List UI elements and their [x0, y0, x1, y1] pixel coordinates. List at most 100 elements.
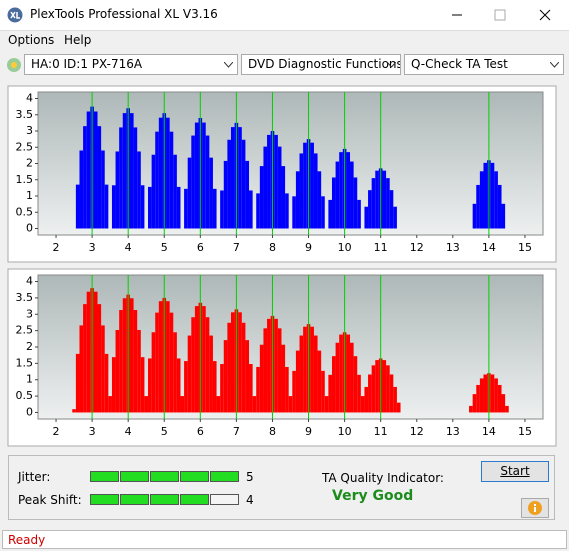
x-tick-label: 2	[53, 241, 60, 254]
info-button[interactable]	[521, 498, 549, 518]
window-title: PlexTools Professional XL V3.16	[30, 7, 218, 21]
window-controls[interactable]	[440, 0, 569, 30]
bar	[86, 291, 91, 413]
bar	[364, 386, 369, 413]
bar	[108, 396, 112, 413]
bar	[184, 361, 188, 413]
level-segment	[210, 494, 239, 505]
bar	[483, 162, 488, 229]
bar	[285, 193, 289, 229]
jitter-label: Jitter:	[18, 470, 51, 484]
bar	[187, 157, 192, 229]
level-segment	[210, 471, 239, 482]
peak-shift-label: Peak Shift:	[18, 493, 82, 507]
x-tick-label: 3	[89, 241, 96, 254]
bar	[317, 350, 322, 413]
x-tick-label: 12	[410, 425, 424, 438]
x-tick-label: 11	[374, 241, 388, 254]
bar	[331, 356, 336, 413]
bar	[324, 396, 329, 413]
y-tick-label: 1	[26, 373, 33, 386]
bar	[274, 134, 278, 229]
bar	[223, 160, 228, 229]
function-select[interactable]: DVD Diagnostic Functions	[241, 54, 401, 75]
bar	[75, 184, 80, 229]
bar	[328, 199, 332, 229]
level-segment	[180, 471, 209, 482]
bar	[169, 312, 174, 413]
bar	[295, 350, 300, 413]
bar	[176, 358, 181, 413]
y-tick-label: 3	[26, 307, 33, 320]
bar	[122, 113, 127, 229]
bar	[140, 357, 145, 413]
bar	[144, 396, 149, 413]
bar	[115, 329, 120, 413]
bar	[292, 196, 296, 229]
status-text: Ready	[8, 533, 46, 547]
bar	[386, 365, 390, 413]
bar	[490, 162, 495, 229]
y-tick-label: 0	[26, 405, 33, 418]
x-tick-label: 13	[446, 425, 460, 438]
bar	[256, 193, 260, 229]
x-tick-label: 5	[161, 241, 168, 254]
bar	[104, 353, 109, 413]
bar	[151, 154, 156, 229]
bar	[83, 126, 87, 229]
menu-item[interactable]: Help	[64, 33, 92, 47]
bar	[353, 177, 358, 229]
bar	[490, 374, 495, 413]
y-tick-label: 2.5	[16, 140, 34, 153]
start-button[interactable]: Start	[481, 461, 549, 482]
bar	[393, 206, 397, 229]
bar	[494, 171, 498, 229]
bar	[133, 127, 138, 229]
bar	[360, 396, 365, 413]
bar	[111, 357, 116, 413]
bar	[371, 365, 376, 413]
bar	[241, 322, 246, 413]
y-tick-label: 3	[26, 124, 33, 137]
bar	[97, 304, 102, 413]
bar	[202, 122, 206, 229]
drive-text: HA:0 ID:1 PX-716A	[31, 57, 143, 71]
ta-value: Very Good	[332, 488, 414, 504]
bar	[259, 344, 264, 413]
peak-shift-value: 4	[246, 493, 254, 507]
bar	[119, 310, 123, 413]
bar	[479, 171, 484, 229]
bar	[184, 188, 188, 229]
bar	[505, 405, 509, 413]
y-tick-label: 1.5	[16, 356, 34, 369]
bar	[303, 142, 307, 229]
bar	[310, 326, 314, 413]
bar	[357, 374, 361, 413]
bar	[277, 146, 282, 229]
level-segment	[120, 471, 149, 482]
drive-select[interactable]: HA:0 ID:1 PX-716A	[24, 54, 238, 75]
bar	[375, 360, 379, 413]
bar	[375, 170, 379, 229]
menu-item[interactable]: Options	[8, 33, 55, 47]
level-segment	[90, 494, 119, 505]
bar	[158, 301, 163, 413]
bar	[205, 317, 210, 413]
test-text: Q-Check TA Test	[411, 57, 508, 71]
bar	[241, 139, 246, 229]
test-select[interactable]: Q-Check TA Test	[404, 54, 564, 75]
level-segment	[180, 494, 209, 505]
level-segment	[90, 471, 119, 482]
x-tick-label: 4	[125, 241, 132, 254]
x-tick-label: 2	[53, 425, 60, 438]
bar	[267, 134, 271, 229]
bar	[230, 312, 235, 413]
bar	[148, 358, 152, 413]
bar	[151, 332, 156, 413]
x-tick-label: 11	[374, 425, 388, 438]
y-tick-label: 0	[26, 222, 33, 235]
bar	[321, 370, 325, 413]
bar	[288, 396, 293, 413]
bar	[202, 306, 206, 413]
bar	[303, 326, 307, 413]
